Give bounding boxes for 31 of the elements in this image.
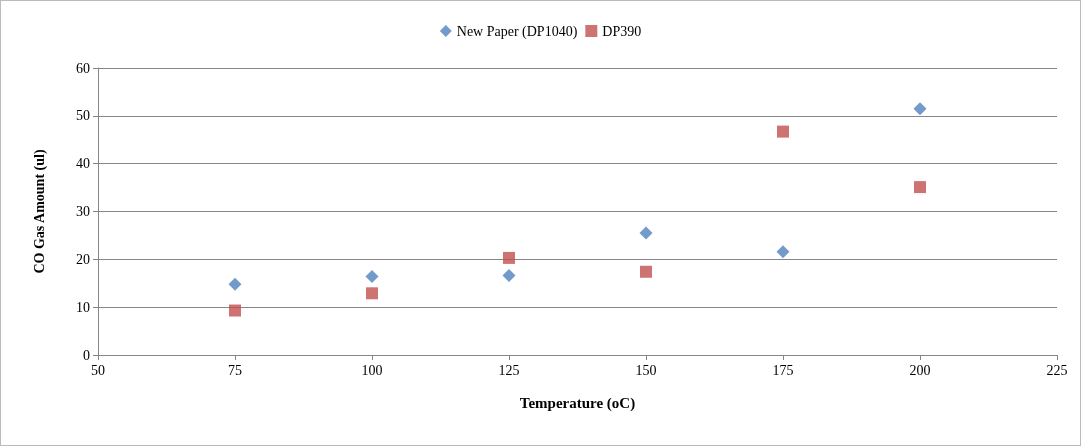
legend-label: DP390	[602, 23, 642, 39]
point	[502, 269, 516, 283]
x-tick-label: 50	[91, 362, 105, 378]
x-tick-label: 75	[228, 362, 242, 378]
point	[229, 304, 241, 317]
point	[365, 270, 379, 284]
point	[776, 245, 790, 259]
y-tick-label: 30	[76, 204, 90, 219]
point	[503, 251, 515, 264]
y-tick-label: 50	[76, 108, 90, 124]
point	[366, 287, 378, 300]
x-tick-label: 150	[635, 362, 657, 378]
point	[913, 102, 927, 116]
x-tick-label: 225	[1046, 362, 1068, 378]
x-tick-label: 100	[361, 362, 383, 378]
y-axis-title: CO Gas Amount (ul)	[31, 149, 48, 274]
x-tick-label: 175	[772, 362, 794, 378]
y-tick-label: 0	[83, 347, 90, 363]
y-tick-label: 40	[76, 156, 90, 172]
point	[640, 265, 652, 278]
legend-label: New Paper (DP1040)	[456, 23, 578, 40]
y-tick-label: 20	[76, 251, 90, 267]
x-axis-title: Temperature (oC)	[519, 394, 636, 412]
x-tick-label: 125	[498, 362, 520, 378]
point	[228, 277, 242, 291]
point	[914, 181, 926, 194]
point	[777, 125, 789, 138]
point	[639, 226, 653, 240]
x-tick-label: 200	[909, 362, 931, 378]
y-tick-label: 10	[76, 299, 90, 315]
y-tick-label: 60	[76, 60, 90, 76]
